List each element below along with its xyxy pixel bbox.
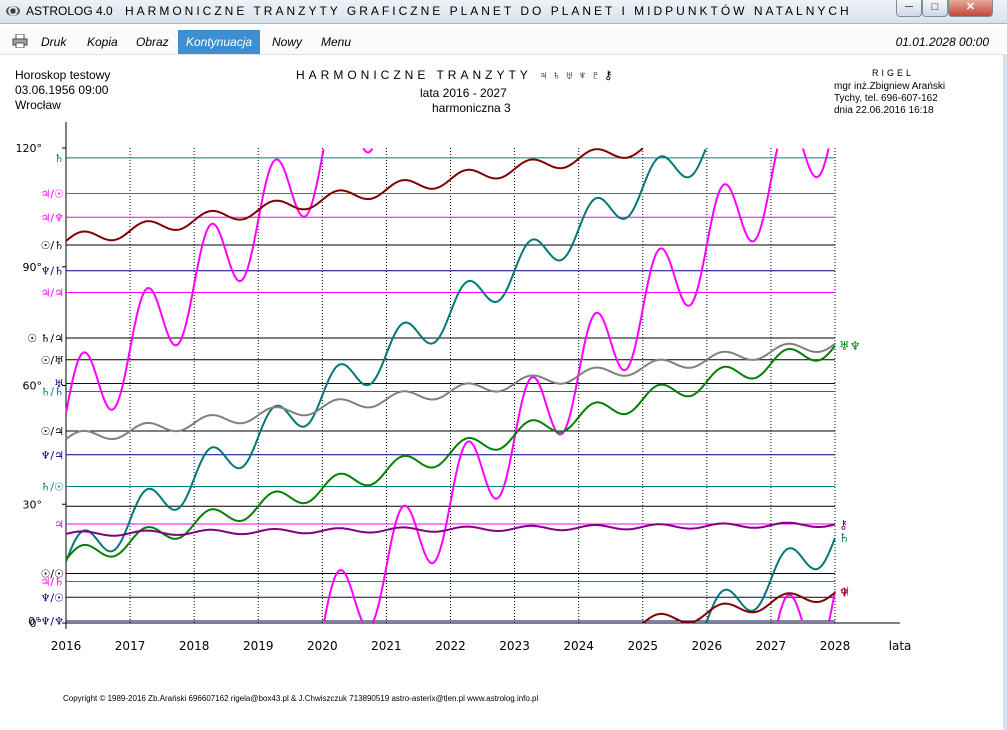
- natal-reference-label: ♅: [54, 378, 64, 391]
- x-axis-label: lata: [889, 639, 912, 653]
- natal-reference-label: ☉/☉: [41, 568, 64, 581]
- menu-bar: Druk Kopia Obraz Kontynuacja Nowy Menu 0…: [0, 30, 1007, 55]
- transit-line: [65, 345, 836, 561]
- x-tick-label: 2021: [371, 639, 402, 653]
- window-border: [1003, 54, 1007, 730]
- x-tick-label: 2025: [627, 639, 658, 653]
- natal-reference-label: ♄/☉: [41, 480, 64, 493]
- natal-reference-label: ♆/☉: [41, 591, 64, 604]
- menu-kontynuacja[interactable]: Kontynuacja: [178, 30, 261, 54]
- transit-chart: 2016 2017 2018 2019 2020 2021 2022 2023 2024 2025…: [16, 122, 912, 653]
- menu-obraz[interactable]: Obraz: [136, 35, 169, 49]
- chart-title: HARMONICZNE TRANZYTY ♃♄♅♆♇⚷: [296, 68, 617, 82]
- menu-nowy[interactable]: Nowy: [272, 35, 303, 49]
- menu-druk[interactable]: Druk: [41, 35, 67, 49]
- author-phone: Tychy, tel. 696-607-162: [834, 93, 938, 104]
- y-tick-label: 60°: [23, 380, 43, 393]
- years-range: lata 2016 - 2027: [420, 86, 507, 100]
- copyright: Copyright © 1989-2016 Zb.Arański 6966071…: [63, 694, 539, 703]
- natal-reference-label: ♃/♆: [41, 211, 64, 224]
- transit-line: [65, 147, 836, 624]
- window-title: HARMONICZNE TRANZYTY GRAFICZNE PLANET DO…: [125, 4, 852, 18]
- transit-line: [65, 521, 836, 537]
- natal-reference-label: ☉/♅: [41, 354, 64, 367]
- natal-reference-label: ♃/♃: [41, 286, 64, 299]
- eye-icon: [6, 6, 20, 16]
- y-tick-label: 0°: [30, 617, 43, 630]
- transit-end-label: ♃: [839, 584, 850, 598]
- natal-reference-label: 0°♆/♆: [28, 615, 64, 628]
- x-tick-label: 2020: [307, 639, 338, 653]
- natal-reference-label: ♆/♃: [41, 449, 64, 462]
- close-button[interactable]: ✕: [948, 0, 993, 17]
- natal-reference-label: ☉ ♄/♃: [27, 332, 64, 345]
- natal-reference-label: ☉/♄: [41, 239, 64, 252]
- transit-end-label: ♅♆: [839, 339, 861, 353]
- natal-reference-label: ♆/♄: [41, 265, 64, 278]
- author-name: mgr inż.Zbigniew Arański: [834, 81, 946, 92]
- x-tick-label: 2027: [756, 639, 787, 653]
- title-bar: ASTROLOG 4.0 HARMONICZNE TRANZYTY GRAFIC…: [0, 0, 1007, 24]
- natal-reference-label: ☉/♃: [41, 425, 64, 438]
- transit-end-label: ⚷: [839, 517, 848, 531]
- x-tick-label: 2023: [499, 639, 530, 653]
- x-tick-label: 2016: [51, 639, 82, 653]
- y-tick-label: 120°: [16, 142, 43, 155]
- date-display: 01.01.2028 00:00: [895, 35, 989, 49]
- app-name: ASTROLOG 4.0: [26, 4, 113, 18]
- chart-name: Horoskop testowy: [15, 68, 111, 82]
- minimize-button[interactable]: ─: [896, 0, 922, 17]
- transit-end-label: ♄: [839, 531, 850, 545]
- transit-line: [65, 147, 836, 623]
- natal-reference-label: ♃/♄: [41, 575, 64, 588]
- x-tick-label: 2026: [692, 639, 723, 653]
- menu-kopia[interactable]: Kopia: [87, 35, 118, 49]
- rigel-label: RIGEL: [872, 68, 915, 78]
- natal-reference-label: ♄/♄: [41, 385, 64, 398]
- printer-icon[interactable]: [12, 34, 28, 48]
- transit-end-label: ♆: [839, 586, 850, 600]
- x-tick-label: 2028: [820, 639, 851, 653]
- y-tick-label: 30°: [23, 498, 43, 511]
- natal-reference-label: ♃: [54, 518, 64, 531]
- birth-place: Wrocław: [15, 98, 61, 112]
- x-tick-label: 2018: [179, 639, 210, 653]
- transit-line: [65, 342, 836, 441]
- report-date: dnia 22.06.2016 16:18: [834, 105, 934, 116]
- birth-datetime: 03.06.1956 09:00: [15, 83, 109, 97]
- x-tick-label: 2024: [563, 639, 594, 653]
- x-tick-label: 2022: [435, 639, 466, 653]
- harmonic-label: harmoniczna 3: [432, 101, 511, 115]
- y-tick-label: 90°: [23, 261, 43, 274]
- maximize-button[interactable]: □: [922, 0, 948, 17]
- x-tick-label: 2017: [115, 639, 146, 653]
- natal-reference-label: ♄: [54, 152, 64, 165]
- x-tick-label: 2019: [243, 639, 274, 653]
- transit-line: [65, 148, 836, 624]
- menu-menu[interactable]: Menu: [321, 35, 352, 49]
- natal-reference-label: ♃/☉: [41, 188, 64, 201]
